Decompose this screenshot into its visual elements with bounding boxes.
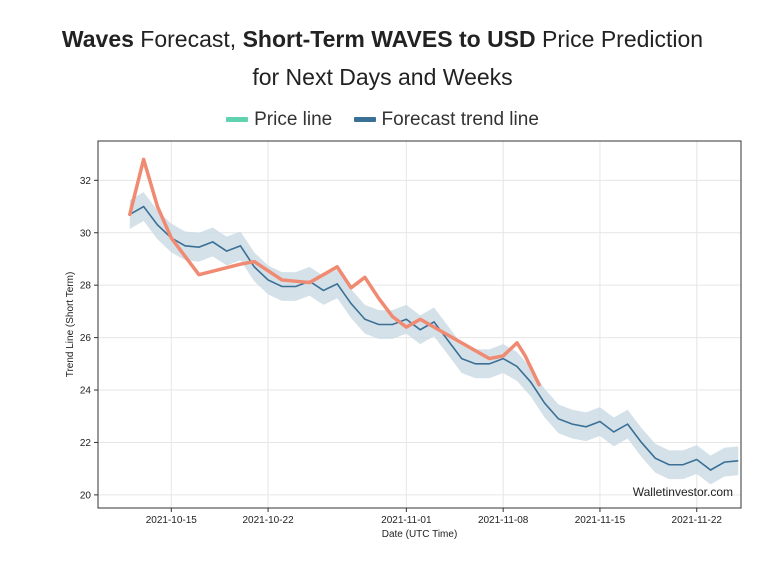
legend-swatch-price	[226, 117, 249, 122]
y-tick-label: 26	[80, 333, 92, 344]
legend-item-price[interactable]: Price line	[226, 109, 332, 131]
title-coin: Waves	[61, 26, 134, 52]
x-tick-label: 2021-11-01	[381, 515, 432, 526]
confidence-band	[129, 192, 739, 485]
chart-title: Waves Forecast, Short-Term WAVES to USD …	[0, 20, 765, 96]
y-tick-label: 24	[80, 386, 92, 397]
x-tick-label: 2021-10-22	[243, 515, 295, 526]
y-axis: 20 22 24 26 28 30 32	[80, 176, 98, 501]
y-tick-label: 22	[80, 438, 92, 449]
x-tick-label: 2021-10-15	[146, 515, 198, 526]
title-line-2: for Next Days and Weeks	[252, 64, 513, 90]
legend-swatch-forecast	[353, 117, 376, 122]
x-axis-label: Date (UTC Time)	[382, 529, 458, 540]
x-tick-label: 2021-11-08	[478, 515, 529, 526]
chart-legend: Price line Forecast trend line	[0, 106, 765, 131]
x-tick-label: 2021-11-22	[672, 515, 723, 526]
forecast-trend-line	[129, 205, 739, 471]
x-tick-label: 2021-11-15	[575, 515, 626, 526]
legend-item-forecast[interactable]: Forecast trend line	[353, 108, 539, 131]
title-part-1: Forecast,	[133, 26, 243, 52]
title-part-2: Price Prediction	[535, 26, 704, 52]
y-tick-label: 30	[80, 228, 92, 239]
y-tick-label: 28	[80, 281, 92, 292]
plot-frame	[97, 140, 742, 509]
x-axis: 2021-10-15 2021-10-22 2021-11-01 2021-11-08…	[146, 508, 723, 526]
price-line	[128, 157, 541, 387]
legend-label-price: Price line	[254, 108, 333, 130]
y-axis-label: Trend Line (Short Term)	[65, 272, 76, 378]
watermark: Walletinvestor.com	[633, 485, 733, 499]
title-pair: Short-Term WAVES to USD	[242, 26, 536, 52]
title-line-1: Waves Forecast, Short-Term WAVES to USD …	[0, 20, 765, 58]
y-tick-label: 32	[80, 176, 92, 187]
legend-label-forecast: Forecast trend line	[381, 108, 539, 130]
y-tick-label: 20	[80, 490, 92, 501]
grid-lines	[98, 141, 741, 508]
